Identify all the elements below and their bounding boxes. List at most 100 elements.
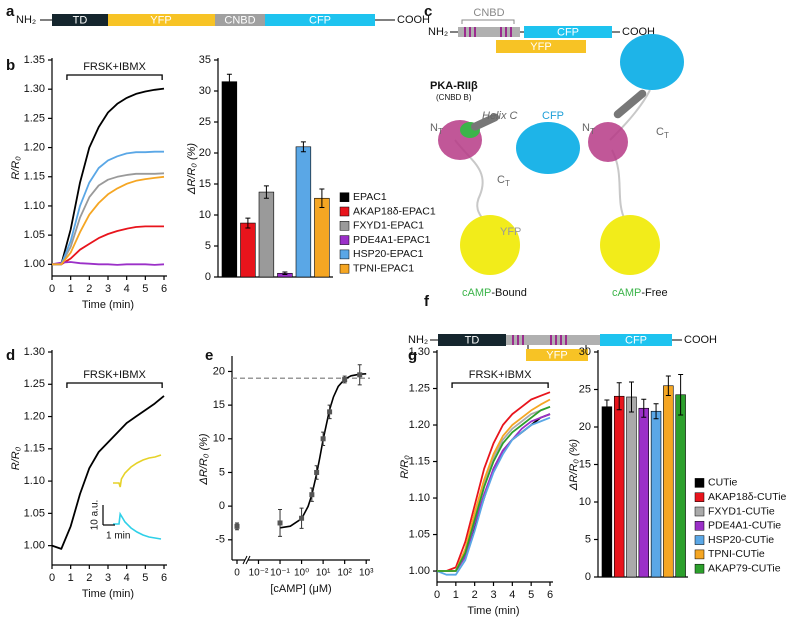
legend-swatch [339, 221, 350, 231]
axis-break [242, 555, 251, 565]
point [327, 409, 333, 415]
y-axis-label: R/R₀ [10, 446, 22, 470]
x-tick-label: 6 [547, 589, 553, 601]
legend-label: TPNI-CUTie [708, 548, 765, 560]
bar [295, 146, 312, 278]
bar [650, 410, 662, 578]
y-tick-label: 1.05 [24, 229, 45, 241]
error-bar [226, 73, 232, 90]
x-tick-label: 1 [68, 572, 74, 584]
panel-label: g [408, 347, 417, 364]
stripes [464, 27, 512, 37]
error-bar [319, 188, 325, 209]
x-tick-label: 0 [49, 572, 55, 584]
x-tick-label: 5 [142, 572, 148, 584]
line-series [437, 413, 551, 572]
domain-cfp [265, 14, 375, 26]
y-tick-label: 1.25 [409, 382, 430, 394]
line-series [436, 416, 551, 576]
y-axis-label: R/R₀ [10, 156, 22, 180]
domain-td [438, 334, 506, 346]
cfp-structure [620, 34, 684, 90]
y-tick-label: 10 [579, 496, 591, 508]
legend-swatch [694, 521, 705, 531]
legend-label: HSP20-CUTie [708, 534, 774, 546]
line-series [437, 405, 551, 572]
y-tick-label: 30 [579, 346, 591, 358]
x-axis-label: Time (min) [467, 605, 519, 617]
cnbd-domain [506, 335, 600, 345]
structures: PKA-RIIβ (CNBD B) Helix C CFP YFP NT CT … [430, 34, 684, 299]
line-series [437, 413, 551, 572]
inset-trace [113, 454, 162, 488]
yfp-structure [600, 215, 660, 275]
point [342, 377, 348, 383]
y-tick-label: 25 [579, 383, 591, 395]
y-tick-label: 1.20 [409, 419, 430, 431]
x-tick-label: 3 [105, 572, 111, 584]
point [277, 520, 283, 526]
x-tick-label: 10¹ [316, 568, 331, 579]
helix-label: Helix C [482, 110, 518, 122]
panel-label: c [424, 3, 432, 20]
x-tick-label: 0 [234, 568, 240, 579]
cfp-structure [516, 122, 580, 174]
domain-label: TD [73, 14, 88, 26]
y-axis-label: ΔR/R₀ (%) [198, 433, 210, 485]
pka-label: PKA-RIIβ [430, 80, 478, 92]
x-tick-label: 2 [86, 572, 92, 584]
cfp-domain [524, 26, 612, 38]
line-series [437, 391, 551, 572]
terminus-label: CT [656, 126, 669, 140]
point [314, 469, 320, 475]
legend-label: FXYD1-EPAC1 [353, 220, 424, 232]
error-bar [282, 271, 288, 276]
construct-c: NH₂ CNBD YFP CFP COOH [428, 7, 655, 53]
y-tick-label: 20 [579, 421, 591, 433]
terminus-label: CT [497, 174, 510, 188]
terminus-label: NT [430, 122, 443, 136]
legend-label: AKAP18δ-EPAC1 [353, 205, 436, 217]
error-bar [628, 381, 634, 413]
y-tick-label: 1.05 [24, 507, 45, 519]
error-bar [263, 185, 269, 199]
inset-trace [113, 511, 162, 540]
x-tick-label: 0 [434, 589, 440, 601]
point [234, 523, 240, 529]
error-bar [678, 374, 684, 416]
bracket [461, 19, 515, 24]
helix [613, 89, 647, 119]
legend-label: AKAP18δ-CUTie [708, 491, 787, 503]
cfp-label: CFP [542, 110, 564, 122]
domain-label: CFP [309, 14, 331, 26]
x-tick-label: 6 [161, 572, 167, 584]
y-tick-label: 15 [213, 399, 225, 411]
legend-swatch [339, 192, 350, 202]
line-series [52, 150, 164, 266]
panel-label: f [424, 293, 430, 310]
domain-label: CNBD [224, 14, 255, 26]
x-tick-label: 2 [472, 589, 478, 601]
legend-label: TPNI-EPAC1 [353, 262, 414, 274]
y-tick-label: 25 [199, 116, 211, 128]
y-tick-label: 1.10 [24, 475, 45, 487]
bar [613, 395, 625, 578]
line-series [52, 172, 165, 266]
y-tick-label: 1.20 [24, 410, 45, 422]
fit-curve [279, 373, 367, 529]
y-tick-label: 1.30 [24, 346, 45, 358]
x-tick-label: 5 [528, 589, 534, 601]
point [320, 436, 326, 442]
error-bar [604, 399, 610, 414]
helix [471, 113, 499, 131]
x-tick-label: 4 [124, 283, 130, 295]
legend-swatch [694, 563, 705, 574]
domain-label: CFP [625, 334, 647, 346]
x-tick-label: 2 [86, 283, 92, 295]
bracket [66, 74, 163, 80]
error-bar [665, 375, 671, 396]
legend-swatch [339, 235, 350, 245]
panel-label: d [6, 347, 15, 364]
y-axis-label: ΔR/R₀ (%) [186, 143, 198, 195]
x-tick-label: 10³ [359, 568, 374, 579]
